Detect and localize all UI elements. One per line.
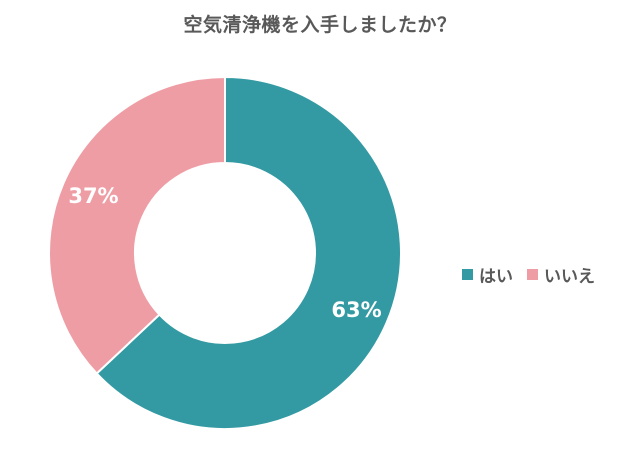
slice-no xyxy=(48,75,226,375)
label-group: 63% 37% xyxy=(68,184,381,322)
legend-swatch-no xyxy=(527,269,538,280)
legend-item-yes: はい xyxy=(462,262,513,287)
slice-label-no: 37% xyxy=(68,184,118,208)
slice-label-yes: 63% xyxy=(331,298,381,322)
legend: はい いいえ xyxy=(462,262,609,287)
slice-yes xyxy=(95,75,402,430)
legend-item-no: いいえ xyxy=(527,262,595,287)
legend-label-yes: はい xyxy=(479,267,513,287)
legend-label-no: いいえ xyxy=(544,267,595,287)
slice-group xyxy=(48,75,402,430)
chart-title: 空気清浄機を入手しましたか？ xyxy=(183,14,457,36)
legend-swatch-yes xyxy=(462,269,473,280)
